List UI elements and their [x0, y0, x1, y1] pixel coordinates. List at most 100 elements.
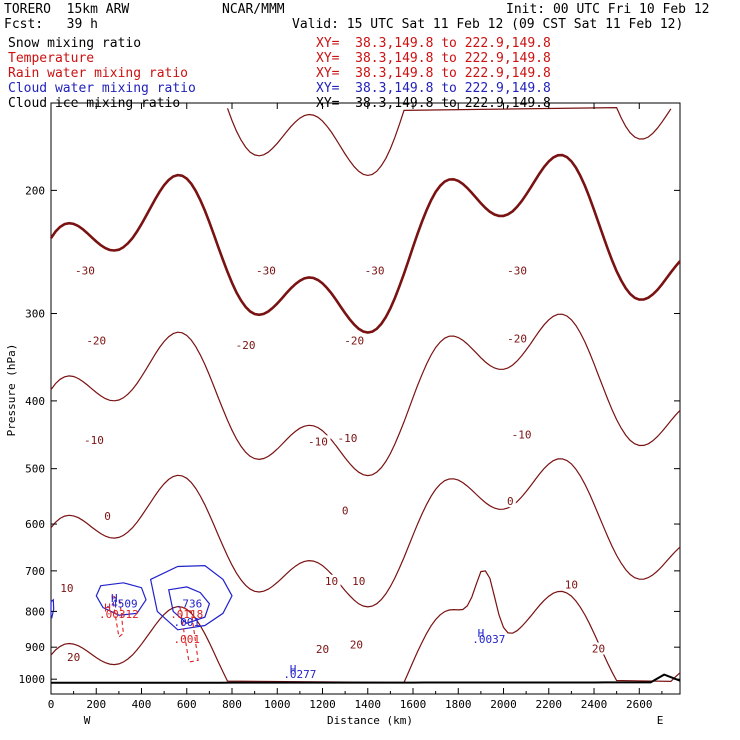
- isotherm-label-bg: [362, 264, 388, 277]
- maximum-label: H: [104, 601, 111, 614]
- isotherm-label: 0: [342, 505, 349, 518]
- isotherm-label-bg: [347, 638, 366, 651]
- isotherm-label: -20: [236, 339, 256, 352]
- x-tick-label: 1400: [355, 698, 382, 711]
- y-tick-label: 400: [25, 395, 45, 408]
- isotherm-label: -10: [308, 435, 328, 448]
- maximum-label: .0277: [283, 668, 316, 681]
- maximum-label: .001: [174, 616, 201, 629]
- maximum-label: .00312: [99, 608, 139, 621]
- center-label: NCAR/MMM: [222, 2, 285, 17]
- x-tick-label: 2000: [490, 698, 517, 711]
- field-xy-snow: XY= 38.3,149.8 to 222.9,149.8: [316, 36, 551, 51]
- field-name-rain: Rain water mixing ratio: [8, 66, 189, 81]
- isotherm-label: 20: [350, 639, 363, 652]
- rain-water-contour: [179, 607, 199, 663]
- maximum-label: .4509: [105, 598, 138, 611]
- isotherm-label: -20: [507, 333, 527, 346]
- x-tick-label: 600: [177, 698, 197, 711]
- isotherm-label-bg: [334, 432, 360, 445]
- x-tick-label: 1000: [264, 698, 291, 711]
- maximum-label: H: [290, 663, 297, 676]
- y-tick-label: 200: [25, 184, 45, 197]
- x-tick-label: 400: [132, 698, 152, 711]
- x-end-label-east: E: [657, 714, 664, 727]
- x-tick-label: 2200: [536, 698, 563, 711]
- cloud-water-contour: [95, 582, 147, 616]
- field-name-cloud-water: Cloud water mixing ratio: [8, 81, 196, 96]
- isotherm-label: 10: [325, 575, 338, 588]
- isotherm-line: [50, 458, 681, 608]
- isotherm-label-bg: [504, 264, 530, 277]
- isotherm-label: -30: [365, 264, 385, 277]
- maximum-label: .0037: [472, 633, 505, 646]
- y-tick-label: 500: [25, 463, 45, 476]
- rain-water-contour: [111, 595, 124, 638]
- forecast-hour: Fcst: 39 h: [4, 17, 98, 32]
- isotherm-label: 0: [104, 510, 111, 523]
- maximum-label: H: [478, 627, 485, 640]
- isotherm-label-bg: [57, 582, 76, 595]
- field-name-temperature: Temperature: [8, 51, 95, 66]
- y-tick-label: 900: [25, 641, 45, 654]
- isotherm-line: [50, 313, 681, 477]
- isotherm-label: 0: [507, 495, 514, 508]
- isotherm-label: -10: [337, 432, 357, 445]
- y-tick-label: 800: [25, 605, 45, 618]
- isotherm-label-bg: [233, 339, 259, 352]
- maximum-label: H: [111, 592, 118, 605]
- x-tick-label: 800: [222, 698, 242, 711]
- isotherm-label-bg: [349, 574, 368, 587]
- ground-surface: [50, 673, 681, 684]
- isotherm-label-bg: [341, 334, 367, 347]
- field-xy-cloud-water: XY= 38.3,149.8 to 222.9,149.8: [316, 81, 551, 96]
- maximum-label: .736: [176, 598, 203, 611]
- isotherm-label-bg: [72, 264, 98, 277]
- isotherm-label: -30: [507, 264, 527, 277]
- y-tick-label: 1000: [19, 673, 46, 686]
- x-tick-label: 2600: [626, 698, 653, 711]
- maximum-label: .0118: [170, 608, 203, 621]
- valid-time: Valid: 15 UTC Sat 11 Feb 12 (09 CST Sat …: [292, 17, 684, 32]
- x-tick-label: 1800: [445, 698, 472, 711]
- isotherm-label: 10: [60, 582, 73, 595]
- field-xy-temperature: XY= 38.3,149.8 to 222.9,149.8: [316, 51, 551, 66]
- isotherm-label-bg: [64, 650, 83, 663]
- isotherm-label: 10: [565, 578, 578, 591]
- isotherm-label: -10: [84, 434, 104, 447]
- init-time: Init: 00 UTC Fri 10 Feb 12: [506, 2, 710, 17]
- isotherm-label-bg: [339, 504, 351, 517]
- isotherm-line: [49, 153, 681, 334]
- isotherm-label: -30: [75, 264, 95, 277]
- isotherm-label-bg: [509, 428, 535, 441]
- isotherm-label: 20: [592, 643, 605, 656]
- isotherm-label-bg: [504, 332, 530, 345]
- isotherm-line: [50, 570, 681, 684]
- y-axis-label: Pressure (hPa): [5, 344, 18, 437]
- isotherm-label-bg: [83, 334, 109, 347]
- isotherm-label: -10: [512, 429, 532, 442]
- isotherm-label-bg: [305, 435, 331, 448]
- y-tick-label: 700: [25, 565, 45, 578]
- isotherm-label-bg: [81, 434, 107, 447]
- x-tick-label: 0: [48, 698, 55, 711]
- isotherm-label-bg: [253, 264, 279, 277]
- model-title: TORERO 15km ARW: [4, 2, 130, 17]
- isotherm-label: -20: [86, 334, 106, 347]
- isotherm-label: 20: [67, 651, 80, 664]
- x-tick-label: 1600: [400, 698, 427, 711]
- isotherm-label-bg: [504, 495, 516, 508]
- cloud-water-contour: [149, 564, 233, 631]
- plot-frame: [50, 102, 681, 695]
- isotherm-label-bg: [102, 509, 114, 522]
- x-end-label-west: W: [84, 714, 91, 727]
- isotherm-label-bg: [313, 643, 332, 656]
- maximum-label: .001: [174, 633, 201, 646]
- isotherm-label-bg: [322, 574, 341, 587]
- isotherm-line: [226, 106, 672, 177]
- field-name-snow: Snow mixing ratio: [8, 36, 142, 51]
- y-tick-label: 300: [25, 308, 45, 321]
- isotherm-label-bg: [562, 578, 581, 591]
- x-tick-label: 2400: [581, 698, 608, 711]
